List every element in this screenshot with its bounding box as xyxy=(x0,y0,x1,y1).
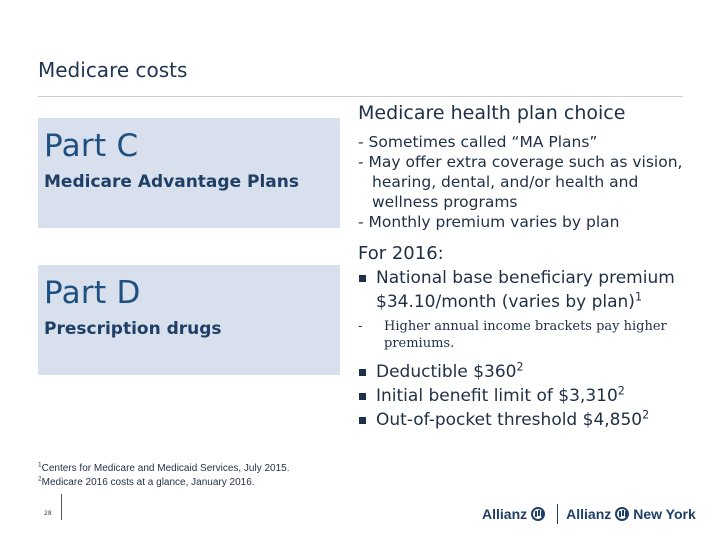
part-c-name: Part C xyxy=(44,128,139,164)
initial-limit-bullet: Initial benefit limit of $3,3102 xyxy=(358,384,708,408)
part-d-subtitle: Prescription drugs xyxy=(44,319,222,339)
deductible-footnote-ref: 2 xyxy=(516,360,524,374)
page-number: 28 xyxy=(44,510,52,517)
premium-text: National base beneficiary premium $34.10… xyxy=(376,268,675,312)
part-d-name: Part D xyxy=(44,275,141,311)
allianz-logo-text: Allianz xyxy=(482,506,528,522)
allianz-ny-suffix: New York xyxy=(633,506,696,522)
right-column: Medicare health plan choice - Sometimes … xyxy=(358,102,708,432)
footnote-number: 1 xyxy=(38,461,42,469)
premium-bullet: National base beneficiary premium $34.10… xyxy=(358,266,708,314)
footnote-text: Medicare 2016 costs at a glance, January… xyxy=(41,477,255,488)
initial-limit-text: Initial benefit limit of $3,310 xyxy=(376,386,618,406)
plan-choice-item: - Monthly premium varies by plan xyxy=(358,213,620,231)
page-divider xyxy=(61,494,62,520)
footnotes: 1Centers for Medicare and Medicaid Servi… xyxy=(38,462,290,490)
oop-footnote-ref: 2 xyxy=(642,408,650,422)
plan-choice-item: - Sometimes called “MA Plans” xyxy=(358,133,598,151)
deductible-bullet: Deductible $3602 xyxy=(358,360,708,384)
logo-divider xyxy=(557,504,559,524)
allianz-eagle-icon xyxy=(615,507,630,521)
income-note: - Higher annual income brackets pay high… xyxy=(358,318,708,352)
logo-bar: Allianz Allianz New York xyxy=(482,504,696,524)
initial-limit-footnote-ref: 2 xyxy=(617,384,625,398)
footnote-number: 2 xyxy=(38,475,42,483)
oop-text: Out-of-pocket threshold $4,850 xyxy=(376,410,643,430)
allianz-eagle-icon xyxy=(531,507,546,521)
part-c-subtitle: Medicare Advantage Plans xyxy=(44,172,299,192)
title-divider xyxy=(38,96,683,97)
part-d-box: Part D Prescription drugs xyxy=(38,265,340,375)
footnote: 2Medicare 2016 costs at a glance, Januar… xyxy=(38,476,290,490)
plan-choice-item: - May offer extra coverage such as visio… xyxy=(358,153,683,211)
deductible-text: Deductible $360 xyxy=(376,362,517,382)
premium-footnote-ref: 1 xyxy=(634,290,642,304)
plan-choice-heading: Medicare health plan choice xyxy=(358,102,626,124)
income-note-dash: - xyxy=(358,319,363,334)
part-c-box: Part C Medicare Advantage Plans xyxy=(38,118,340,228)
slide-title: Medicare costs xyxy=(38,58,188,82)
income-note-text: Higher annual income brackets pay higher… xyxy=(384,319,667,351)
year-heading: For 2016: xyxy=(358,243,444,264)
footnote: 1Centers for Medicare and Medicaid Servi… xyxy=(38,462,290,476)
footnote-text: Centers for Medicare and Medicaid Servic… xyxy=(41,463,290,474)
allianz-ny-logo-text: Allianz xyxy=(566,506,612,522)
oop-bullet: Out-of-pocket threshold $4,8502 xyxy=(358,408,708,432)
